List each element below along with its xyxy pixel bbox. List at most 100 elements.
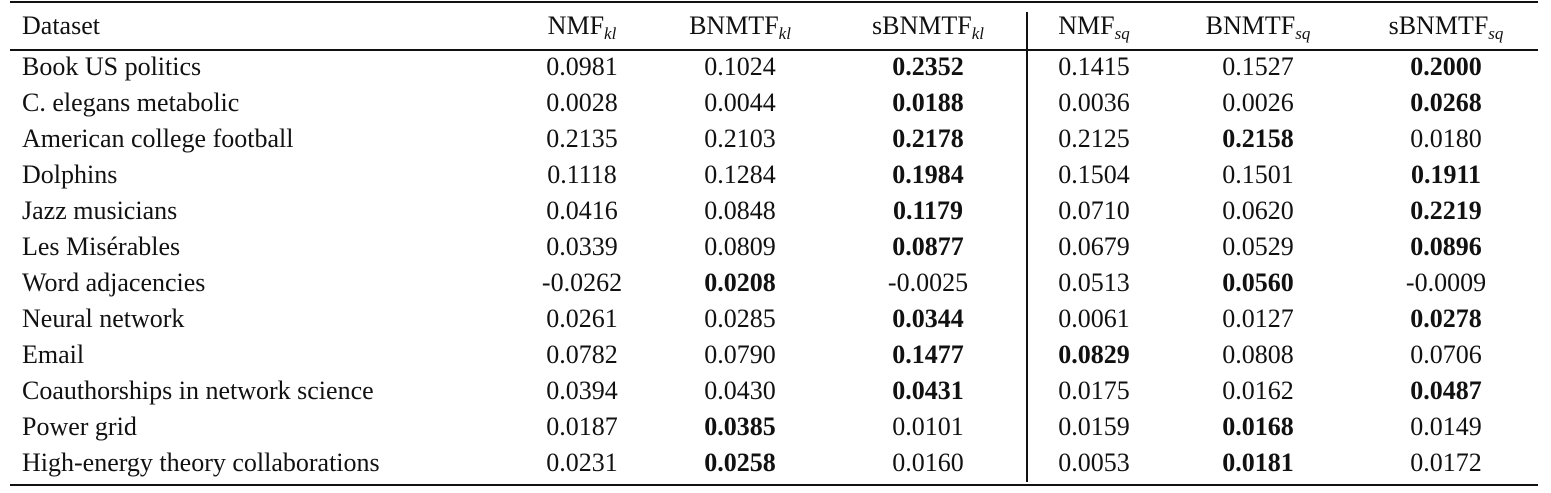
score-cell: 0.1179 xyxy=(892,196,964,225)
score-cell: 0.0339 xyxy=(546,232,618,261)
score-cell: 0.2158 xyxy=(1222,124,1294,153)
score-cell: 0.1415 xyxy=(1058,52,1130,81)
score-cell: 0.0829 xyxy=(1058,340,1130,369)
score-cell: 0.0487 xyxy=(1410,376,1482,405)
score-cell: 0.0790 xyxy=(704,340,776,369)
column-header: sBNMTFsq xyxy=(1389,8,1504,44)
score-cell: 0.0053 xyxy=(1058,448,1130,477)
header-rule xyxy=(10,49,1538,51)
score-cell: 0.1501 xyxy=(1222,160,1294,189)
header-name: Dataset xyxy=(22,11,100,40)
column-header: BNMTFsq xyxy=(1206,8,1311,44)
score-cell: 0.0529 xyxy=(1222,232,1294,261)
score-cell: 0.0036 xyxy=(1058,88,1130,117)
top-rule xyxy=(10,1,1538,3)
score-cell: 0.0416 xyxy=(546,196,618,225)
score-cell: 0.0344 xyxy=(892,304,964,333)
score-cell: 0.2125 xyxy=(1058,124,1130,153)
column-header: sBNMTFkl xyxy=(872,8,984,44)
score-cell: 0.0710 xyxy=(1058,196,1130,225)
score-cell: 0.0285 xyxy=(704,304,776,333)
score-cell: 0.0560 xyxy=(1222,268,1294,297)
score-cell: 0.2219 xyxy=(1410,196,1482,225)
score-cell: 0.0028 xyxy=(546,88,618,117)
score-cell: 0.0808 xyxy=(1222,340,1294,369)
score-cell: 0.2178 xyxy=(892,124,964,153)
header-subscript: sq xyxy=(1295,24,1311,43)
score-cell: 0.0044 xyxy=(704,88,776,117)
header-name: BNMTF xyxy=(689,11,779,40)
score-cell: 0.2352 xyxy=(892,52,964,81)
score-cell: 0.1477 xyxy=(892,340,964,369)
score-cell: 0.0188 xyxy=(892,88,964,117)
score-cell: 0.0981 xyxy=(546,52,618,81)
score-cell: -0.0009 xyxy=(1405,268,1487,297)
score-cell: 0.0679 xyxy=(1058,232,1130,261)
dataset-name: American college football xyxy=(22,124,294,153)
score-cell: 0.0101 xyxy=(892,412,964,441)
dataset-name: Dolphins xyxy=(22,160,118,189)
score-cell: 0.0061 xyxy=(1058,304,1130,333)
score-cell: 0.0127 xyxy=(1222,304,1294,333)
score-cell: 0.0431 xyxy=(892,376,964,405)
score-cell: 0.0278 xyxy=(1410,304,1482,333)
header-subscript: sq xyxy=(1114,24,1130,43)
score-cell: 0.2135 xyxy=(546,124,618,153)
dataset-name: High-energy theory collaborations xyxy=(22,448,380,477)
score-cell: 0.1527 xyxy=(1222,52,1294,81)
dataset-name: Neural network xyxy=(22,304,185,333)
header-name: sBNMTF xyxy=(872,11,972,40)
header-name: NMF xyxy=(1058,11,1115,40)
score-cell: 0.0160 xyxy=(892,448,964,477)
dataset-name: Word adjacencies xyxy=(22,268,206,297)
score-cell: 0.0258 xyxy=(704,448,776,477)
header-subscript: kl xyxy=(778,24,791,43)
score-cell: -0.0262 xyxy=(541,268,623,297)
header-name: NMF xyxy=(547,11,605,40)
score-cell: 0.0877 xyxy=(892,232,964,261)
score-cell: 0.2103 xyxy=(704,124,776,153)
header-name: sBNMTF xyxy=(1388,11,1489,40)
score-cell: 0.1118 xyxy=(547,160,617,189)
bottom-rule xyxy=(10,484,1538,486)
score-cell: 0.0782 xyxy=(546,340,618,369)
dataset-name: Les Misérables xyxy=(22,232,181,261)
dataset-name: Power grid xyxy=(22,412,137,441)
score-cell: 0.1024 xyxy=(704,52,776,81)
score-cell: 0.0385 xyxy=(704,412,776,441)
score-cell: 0.1284 xyxy=(704,160,776,189)
score-cell: 0.0513 xyxy=(1058,268,1130,297)
score-cell: 0.1504 xyxy=(1058,160,1130,189)
score-cell: 0.0896 xyxy=(1410,232,1482,261)
header-subscript: kl xyxy=(604,24,617,43)
score-cell: 0.0706 xyxy=(1410,340,1482,369)
score-cell: 0.0175 xyxy=(1058,376,1130,405)
score-cell: 0.0168 xyxy=(1222,412,1294,441)
score-cell: 0.0149 xyxy=(1410,412,1482,441)
score-cell: 0.0162 xyxy=(1222,376,1294,405)
dataset-name: C. elegans metabolic xyxy=(22,88,240,117)
dataset-name: Book US politics xyxy=(22,52,202,81)
score-cell: 0.0181 xyxy=(1222,448,1294,477)
score-cell: 0.2000 xyxy=(1410,52,1482,81)
column-header: BNMTFkl xyxy=(689,8,791,44)
dataset-name: Jazz musicians xyxy=(22,196,178,225)
column-divider xyxy=(1026,12,1028,482)
score-cell: 0.0620 xyxy=(1222,196,1294,225)
header-name: BNMTF xyxy=(1205,11,1296,40)
score-cell: 0.0268 xyxy=(1410,88,1482,117)
score-cell: 0.0172 xyxy=(1410,448,1482,477)
column-header: Dataset xyxy=(22,8,100,44)
header-subscript: sq xyxy=(1488,24,1504,43)
score-cell: 0.0848 xyxy=(704,196,776,225)
column-header: NMFkl xyxy=(548,8,617,44)
score-cell: 0.1984 xyxy=(892,160,964,189)
score-cell: 0.0394 xyxy=(546,376,618,405)
score-cell: 0.0231 xyxy=(546,448,618,477)
score-cell: 0.0180 xyxy=(1410,124,1482,153)
dataset-name: Coauthorships in network science xyxy=(22,376,374,405)
score-cell: 0.0159 xyxy=(1058,412,1130,441)
column-header: NMFsq xyxy=(1058,8,1129,44)
header-subscript: kl xyxy=(971,24,984,43)
